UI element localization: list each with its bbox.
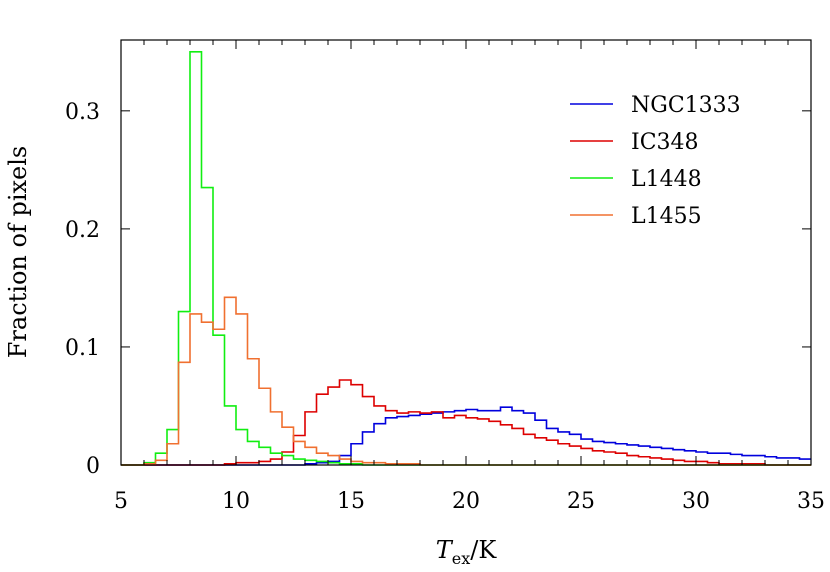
legend-label-ic348: IC348 <box>631 130 699 155</box>
axes-layer: 5 10 15 20 25 30 35 0 0.1 0.2 0.3 <box>65 39 825 514</box>
x-tick-label: 15 <box>337 489 365 514</box>
x-tick-label: 20 <box>452 489 480 514</box>
y-tick-label: 0 <box>86 454 100 479</box>
x-tick-label: 35 <box>797 489 825 514</box>
y-tick-label: 0.1 <box>65 336 100 361</box>
y-axis-label: Fraction of pixels <box>4 146 32 358</box>
x-axis-label: Tex/K <box>436 536 498 568</box>
x-axis-label-symbol: T <box>436 536 454 564</box>
legend: NGC1333 IC348 L1448 L1455 <box>570 93 741 229</box>
x-tick-label: 25 <box>567 489 595 514</box>
legend-label-l1448: L1448 <box>631 167 702 192</box>
y-tick-label: 0.3 <box>65 100 100 125</box>
series-ic348-line <box>121 379 811 466</box>
x-tick-label: 10 <box>222 489 250 514</box>
x-tick-label: 30 <box>682 489 710 514</box>
x-tick-label: 5 <box>114 489 128 514</box>
legend-label-l1455: L1455 <box>631 204 702 229</box>
y-tick-label: 0.2 <box>65 218 100 243</box>
x-axis-label-subscript: ex <box>452 549 471 568</box>
legend-label-ngc1333: NGC1333 <box>631 93 741 118</box>
x-axis-label-unit: /K <box>470 536 497 564</box>
